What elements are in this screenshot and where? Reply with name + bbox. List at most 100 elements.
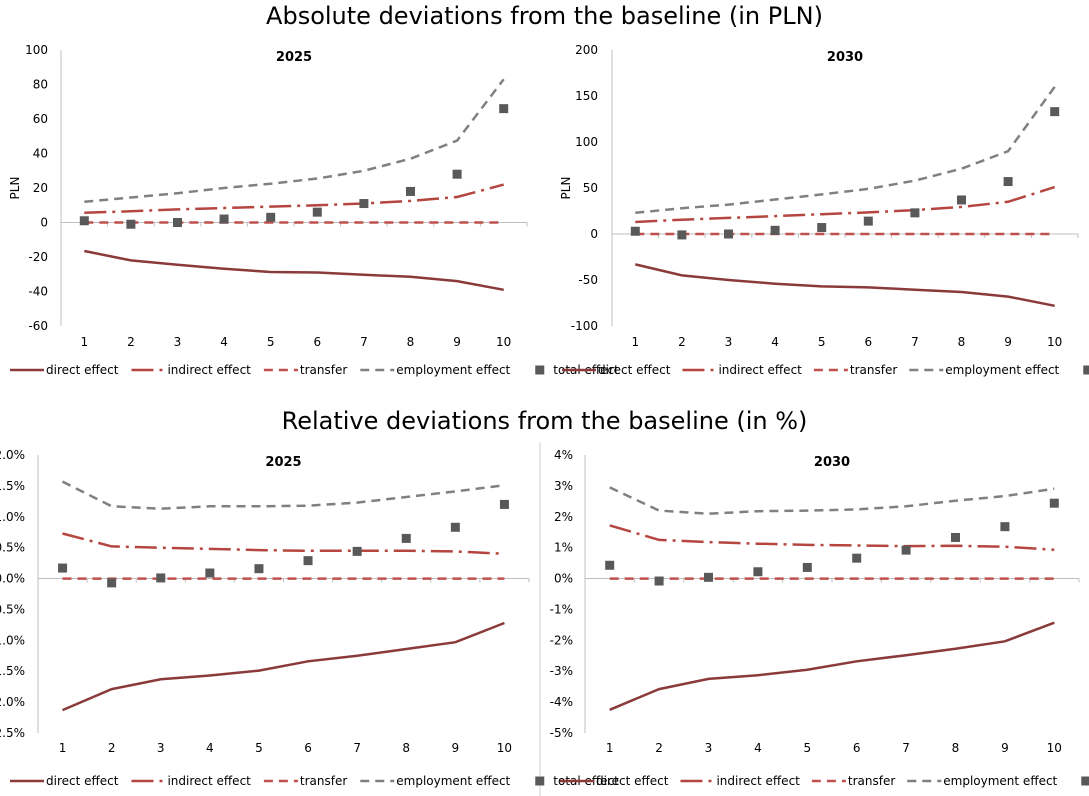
y-tick-label: 100	[575, 135, 598, 149]
total-effect-marker	[817, 223, 827, 233]
total-effect-marker	[753, 567, 763, 577]
series-line-direct-effect	[609, 621, 1055, 711]
total-effect-marker	[957, 195, 966, 205]
total-effect-marker	[312, 207, 322, 217]
total-effect-marker	[450, 522, 460, 532]
x-tick-label: 8	[407, 335, 415, 349]
y-tick-label: 100	[25, 43, 48, 57]
y-tick-label: -50	[578, 273, 598, 287]
x-tick-label: 9	[1004, 335, 1012, 349]
legend-swatch-total-effect	[535, 776, 545, 786]
y-tick-label: -60	[28, 319, 48, 333]
x-tick-label: 6	[304, 741, 312, 755]
x-tick-label: 9	[452, 741, 460, 755]
y-tick-label: -4%	[550, 695, 573, 709]
total-effect-marker	[499, 499, 509, 509]
y-tick-label: -5%	[550, 726, 573, 740]
x-tick-label: 7	[353, 741, 361, 755]
total-effect-marker	[173, 218, 182, 227]
x-tick-label: 3	[705, 741, 713, 755]
total-effect-marker	[254, 564, 264, 574]
series-line-employment-effect	[61, 480, 505, 510]
y-tick-label: 4%	[554, 448, 573, 462]
legend: direct effect indirect effect transfer empl…	[10, 774, 619, 788]
chart-title: 2030	[827, 50, 863, 65]
legend-label: indirect effect	[716, 774, 800, 788]
series-line-direct-effect	[84, 249, 504, 292]
y-tick-label: 0.5%	[0, 541, 25, 555]
series-line-employment-effect	[635, 86, 1056, 215]
total-effect-marker	[1003, 177, 1013, 187]
legend: direct effect indirect effect transfer empl…	[10, 363, 619, 377]
x-tick-label: 1	[80, 335, 88, 349]
total-effect-marker	[359, 199, 369, 209]
legend-label: transfer	[850, 363, 897, 377]
legend-label: transfer	[300, 774, 347, 788]
y-tick-label: 1.0%	[0, 633, 25, 647]
total-effect-marker	[452, 169, 462, 179]
x-tick-label: 2	[108, 741, 116, 755]
x-tick-label: 4	[771, 335, 779, 349]
legend-label: transfer	[848, 774, 895, 788]
y-axis-label: PLN	[8, 177, 22, 200]
x-tick-label: 5	[255, 741, 263, 755]
total-effect-marker	[303, 556, 313, 566]
y-tick-label: -20	[28, 250, 48, 264]
x-tick-label: 2	[678, 335, 686, 349]
total-effect-marker	[156, 573, 166, 583]
y-tick-label: 2.5%	[0, 726, 25, 740]
y-tick-label: 0%	[554, 572, 573, 586]
y-tick-label: -1%	[550, 602, 573, 616]
total-effect-marker	[724, 229, 733, 239]
y-tick-label: -40	[28, 285, 48, 299]
series-line-direct-effect	[635, 263, 1055, 308]
legend-swatch-total-effect	[535, 365, 545, 375]
series-line-employment-effect	[84, 78, 505, 204]
total-effect-marker	[910, 208, 920, 218]
x-tick-label: 3	[174, 335, 182, 349]
total-effect-marker	[605, 560, 615, 570]
x-tick-label: 4	[206, 741, 214, 755]
legend-label: employment effect	[396, 774, 510, 788]
total-effect-marker	[852, 553, 862, 563]
y-axis-label: PLN	[559, 177, 573, 200]
total-effect-marker	[126, 219, 136, 229]
x-tick-label: 5	[818, 335, 826, 349]
series-line-indirect-effect	[62, 532, 505, 556]
series-line-indirect-effect	[635, 185, 1056, 224]
y-tick-label: 0	[590, 227, 598, 241]
legend-label: direct effect	[596, 774, 669, 788]
y-tick-label: 1.5%	[0, 479, 25, 493]
total-effect-marker	[352, 546, 362, 556]
y-tick-label: 2.0%	[0, 695, 25, 709]
x-tick-label: 7	[360, 335, 368, 349]
y-tick-label: 50	[583, 181, 598, 195]
total-effect-marker	[654, 576, 664, 586]
x-tick-label: 4	[754, 741, 762, 755]
legend-label: indirect effect	[167, 774, 251, 788]
x-tick-label: 4	[220, 335, 228, 349]
y-tick-label: 60	[33, 112, 48, 126]
y-tick-label: 2.0%	[0, 448, 25, 462]
series-line-direct-effect	[62, 621, 505, 712]
total-effect-marker	[406, 186, 415, 196]
total-effect-marker	[863, 216, 873, 226]
y-tick-label: 1%	[554, 541, 573, 555]
chart-panel-2: -100 -50 0 50 100 150 200 1 2 3 4 5 6 7 8 9 10 2030 PLN dir…	[559, 43, 1089, 377]
legend-label: indirect effect	[167, 363, 251, 377]
total-effect-marker	[266, 212, 276, 222]
x-tick-label: 9	[1001, 741, 1009, 755]
x-tick-label: 6	[853, 741, 861, 755]
x-tick-label: 8	[958, 335, 966, 349]
x-tick-label: 1	[631, 335, 639, 349]
y-tick-label: 2%	[554, 510, 573, 524]
legend: direct effect indirect effect transfer empl…	[562, 363, 1089, 377]
legend-label: employment effect	[943, 774, 1057, 788]
section-title-relative: Relative deviations from the baseline (i…	[281, 407, 808, 435]
x-tick-label: 10	[1047, 335, 1062, 349]
x-tick-label: 10	[1047, 741, 1062, 755]
legend-label: direct effect	[46, 774, 119, 788]
legend-swatch-total-effect	[1083, 365, 1089, 375]
legend-label: direct effect	[46, 363, 119, 377]
